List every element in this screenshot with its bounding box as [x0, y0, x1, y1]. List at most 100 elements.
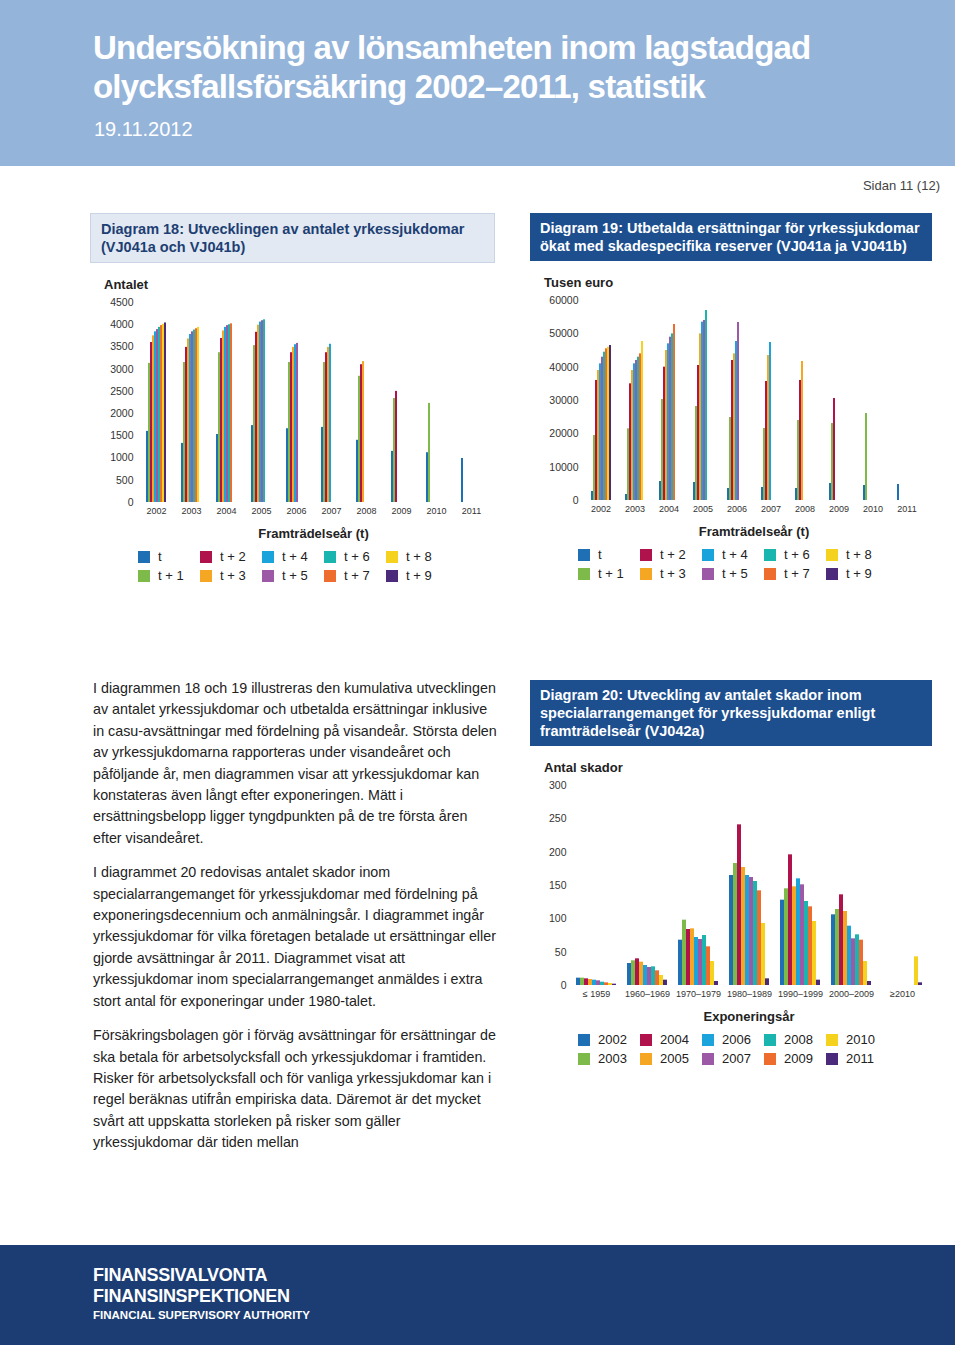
svg-text:3500: 3500	[110, 340, 134, 352]
svg-text:2004: 2004	[659, 504, 679, 514]
svg-text:2000–2009: 2000–2009	[829, 989, 874, 999]
html-text:t + 3: t + 3	[220, 568, 246, 583]
html-text:Antalet: Antalet	[104, 277, 149, 292]
html-text:2003: 2003	[598, 1051, 627, 1066]
html-text:t + 2: t + 2	[220, 549, 246, 564]
svg-text:2011: 2011	[897, 504, 916, 514]
svg-text:60000: 60000	[549, 294, 578, 306]
html-text:2009: 2009	[784, 1051, 813, 1066]
html-text:t + 9: t + 9	[406, 568, 432, 583]
html-text:Undersökning av lönsamheten in: Undersökning av lönsamheten inom lagstad…	[93, 29, 811, 66]
svg-text:2002: 2002	[591, 504, 611, 514]
svg-text:50000: 50000	[549, 327, 578, 339]
svg-text:2003: 2003	[625, 504, 645, 514]
html-text:Tusen euro: Tusen euro	[544, 275, 614, 290]
html-text:t + 7: t + 7	[344, 568, 370, 583]
html-text:2008: 2008	[784, 1032, 813, 1047]
svg-text:250: 250	[549, 812, 567, 824]
html-text:t + 3: t + 3	[660, 566, 686, 581]
svg-text:150: 150	[549, 879, 567, 891]
svg-text:2011: 2011	[462, 506, 481, 516]
html-text:Diagram 19: Utbetalda ersättni: Diagram 19: Utbetalda ersättningar för y…	[540, 220, 920, 254]
html-text:19.11.2012: 19.11.2012	[94, 118, 193, 140]
svg-text:2010: 2010	[863, 504, 883, 514]
svg-text:500: 500	[116, 474, 134, 486]
html-text:Exponeringsår: Exponeringsår	[703, 1009, 795, 1024]
svg-text:10000: 10000	[549, 461, 578, 473]
svg-text:2005: 2005	[251, 506, 271, 516]
svg-text:2002: 2002	[146, 506, 166, 516]
svg-text:≥2010: ≥2010	[890, 989, 915, 999]
html-text:2002: 2002	[598, 1032, 627, 1047]
svg-text:1990–1999: 1990–1999	[778, 989, 823, 999]
html-text:2004: 2004	[660, 1032, 689, 1047]
svg-text:2006: 2006	[286, 506, 306, 516]
svg-text:50: 50	[555, 946, 567, 958]
html-text:t + 4: t + 4	[722, 547, 748, 562]
html-text:2007: 2007	[722, 1051, 751, 1066]
svg-text:2008: 2008	[356, 506, 376, 516]
html-text:t: t	[158, 549, 162, 564]
svg-text:4000: 4000	[110, 318, 134, 330]
html-text:Framträdelseår (t): Framträdelseår (t)	[698, 524, 810, 539]
html-text:t + 7: t + 7	[784, 566, 810, 581]
svg-text:20000: 20000	[549, 427, 578, 439]
html-text:Framträdelseår (t): Framträdelseår (t)	[258, 526, 369, 541]
html-text:Sidan 11 (12): Sidan 11 (12)	[862, 178, 940, 193]
svg-text:0: 0	[561, 979, 567, 991]
html-text:t + 1: t + 1	[598, 566, 624, 581]
svg-text:2008: 2008	[795, 504, 815, 514]
html-text:2011: 2011	[846, 1051, 874, 1066]
html-text:I diagrammet 20 redovisas anta: I diagrammet 20 redovisas antalet skador…	[93, 864, 496, 1009]
html-text:Diagram 20: Utveckling av anta: Diagram 20: Utveckling av antalet skador…	[540, 687, 876, 739]
html-text:t + 8: t + 8	[846, 547, 872, 562]
svg-text:2006: 2006	[727, 504, 747, 514]
html-text:2006: 2006	[722, 1032, 751, 1047]
svg-text:300: 300	[549, 779, 567, 791]
svg-text:40000: 40000	[549, 361, 578, 373]
html-text:t + 1: t + 1	[158, 568, 184, 583]
html-text:t + 5: t + 5	[722, 566, 748, 581]
svg-text:2009: 2009	[829, 504, 849, 514]
svg-text:2500: 2500	[110, 385, 134, 397]
html-text:2010: 2010	[846, 1032, 875, 1047]
html-text:t + 9: t + 9	[846, 566, 872, 581]
html-text:t + 8: t + 8	[406, 549, 432, 564]
html-text:Försäkringsbolagen gör i förvä: Försäkringsbolagen gör i förväg avsättni…	[93, 1027, 496, 1151]
svg-text:2007: 2007	[321, 506, 341, 516]
html-text:t + 6: t + 6	[344, 549, 370, 564]
svg-text:1980–1989: 1980–1989	[727, 989, 772, 999]
svg-text:2010: 2010	[426, 506, 446, 516]
html-text:FINANSINSPEKTIONEN: FINANSINSPEKTIONEN	[93, 1286, 290, 1306]
svg-text:1970–1979: 1970–1979	[676, 989, 721, 999]
svg-text:0: 0	[128, 496, 134, 508]
svg-text:≤ 1959: ≤ 1959	[583, 989, 610, 999]
svg-text:100: 100	[549, 912, 567, 924]
svg-text:30000: 30000	[549, 394, 578, 406]
html-text:t + 6: t + 6	[784, 547, 810, 562]
svg-text:1000: 1000	[110, 451, 134, 463]
svg-text:3000: 3000	[110, 363, 134, 375]
svg-text:4500: 4500	[110, 296, 134, 308]
html-text:I diagrammen 18 och 19 illustr: I diagrammen 18 och 19 illustreras den k…	[93, 680, 497, 846]
svg-text:2000: 2000	[110, 407, 134, 419]
html-text:t: t	[598, 547, 602, 562]
svg-text:2003: 2003	[181, 506, 201, 516]
html-text:t + 5: t + 5	[282, 568, 308, 583]
svg-text:2007: 2007	[761, 504, 781, 514]
html-text:FINANCIAL SUPERVISORY AUTHORIT: FINANCIAL SUPERVISORY AUTHORITY	[93, 1309, 310, 1321]
svg-text:200: 200	[549, 846, 567, 858]
html-text:t + 4: t + 4	[282, 549, 308, 564]
html-text:Diagram 18: Utvecklingen av an: Diagram 18: Utvecklingen av antalet yrke…	[101, 221, 465, 255]
html-text:olycksfallsförsäkring 2002–201: olycksfallsförsäkring 2002–2011, statist…	[93, 68, 706, 105]
html-text:t + 2: t + 2	[660, 547, 686, 562]
svg-text:2009: 2009	[391, 506, 411, 516]
svg-text:1960–1969: 1960–1969	[625, 989, 670, 999]
svg-text:2005: 2005	[693, 504, 713, 514]
html-text:Antal skador: Antal skador	[544, 760, 623, 775]
svg-text:0: 0	[573, 494, 579, 506]
html-text:FINANSSIVALVONTA: FINANSSIVALVONTA	[93, 1265, 268, 1285]
svg-text:2004: 2004	[216, 506, 236, 516]
html-text:2005: 2005	[660, 1051, 689, 1066]
svg-text:1500: 1500	[110, 429, 134, 441]
